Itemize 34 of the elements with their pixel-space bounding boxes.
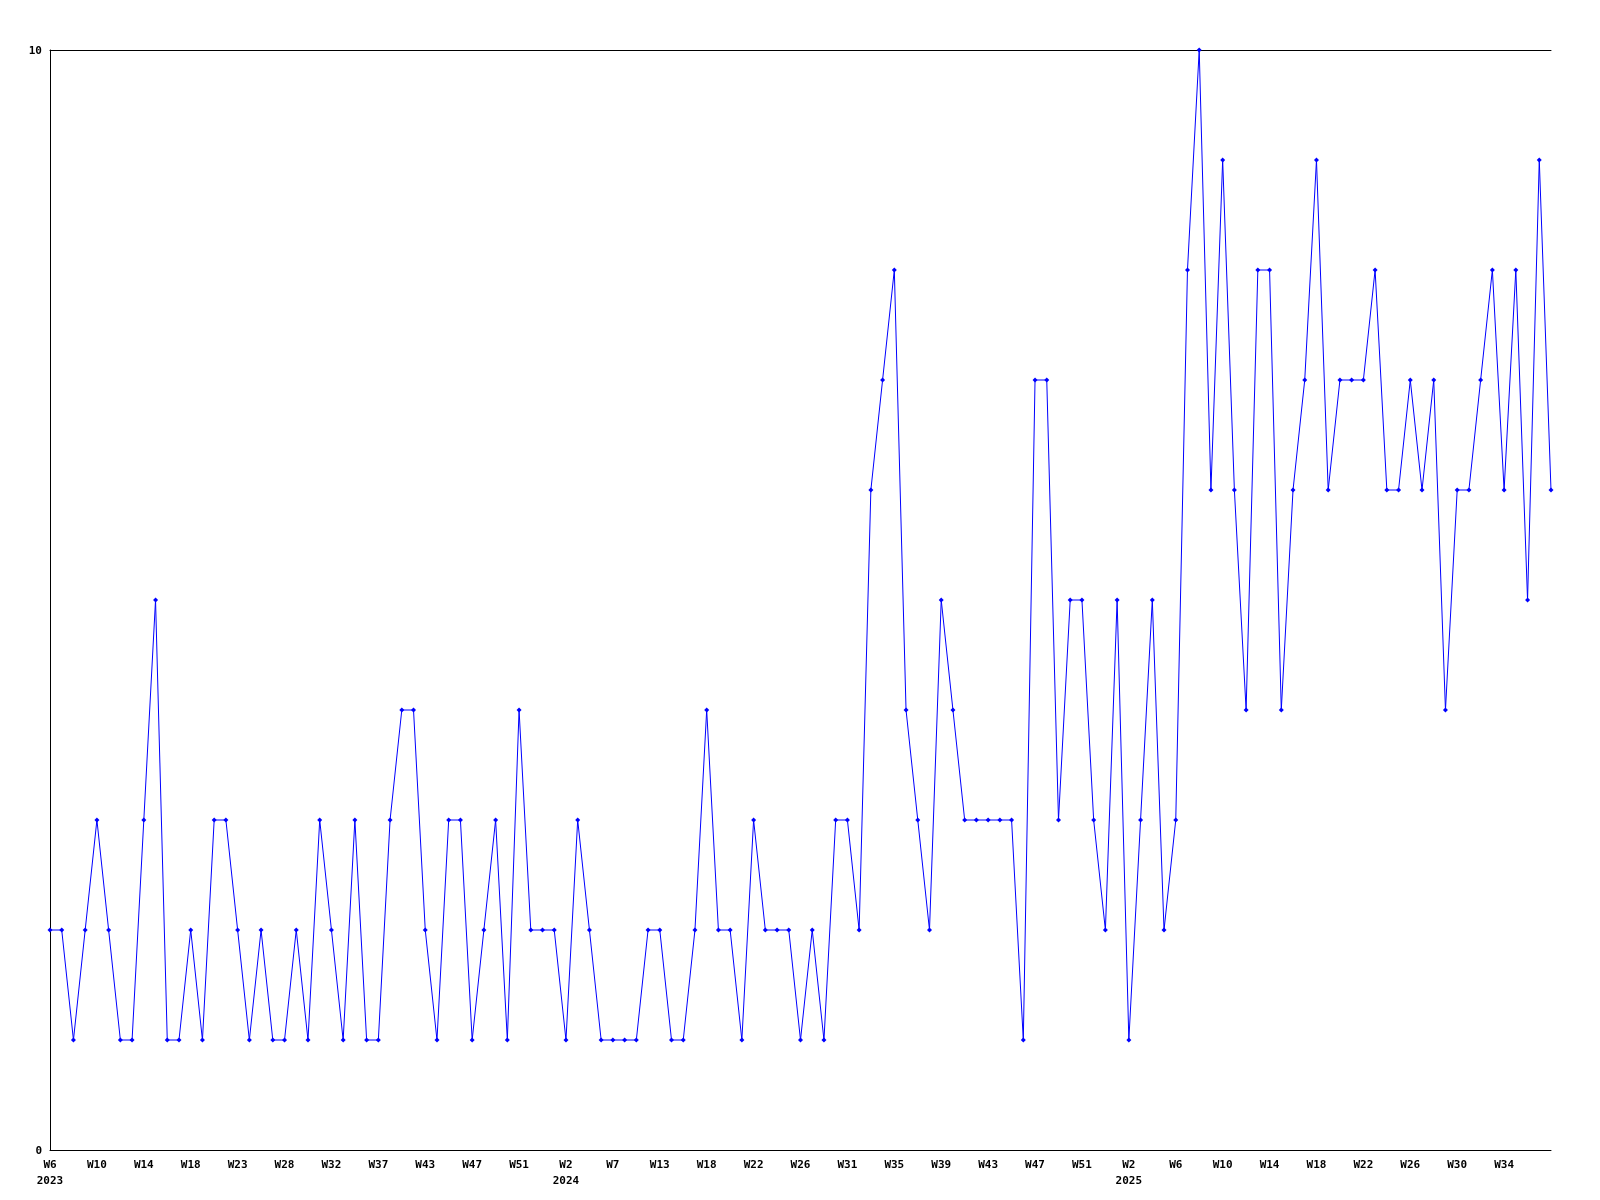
x-tick-label: W14: [1259, 1157, 1280, 1171]
x-tick-label: W28: [274, 1157, 295, 1171]
x-tick-label: W13: [649, 1157, 670, 1171]
x-tick-label: W22: [743, 1157, 764, 1171]
x-tick-label: W31: [837, 1157, 858, 1171]
x-tick-label: W43: [978, 1157, 999, 1171]
x-tick-label: W39: [931, 1157, 952, 1171]
x-tick-label: W2 2025: [1115, 1157, 1143, 1187]
x-tick-label: W35: [884, 1157, 905, 1171]
y-tick-label: 10: [28, 43, 42, 57]
x-tick-label: W22: [1353, 1157, 1374, 1171]
x-tick-label: W7: [606, 1157, 620, 1171]
x-tick-label: W2 2024: [552, 1157, 580, 1187]
x-tick-label: W26: [790, 1157, 811, 1171]
y-tick-label: 0: [35, 1143, 42, 1157]
x-tick-label: W6 2023: [36, 1157, 64, 1187]
x-tick-label: W18: [1306, 1157, 1327, 1171]
x-tick-label: W32: [321, 1157, 342, 1171]
x-tick-label: W14: [133, 1157, 155, 1171]
x-tick-label: W47: [1025, 1157, 1045, 1171]
x-tick-label: W18: [180, 1157, 201, 1171]
x-tick-label: W51: [509, 1157, 530, 1171]
x-tick-label: W51: [1072, 1157, 1093, 1171]
x-tick-label: W26: [1400, 1157, 1421, 1171]
x-tick-label: W47: [462, 1157, 483, 1171]
x-tick-label: W10: [86, 1157, 107, 1171]
x-tick-label: W37: [368, 1157, 389, 1171]
x-tick-label: W23: [227, 1157, 248, 1171]
x-tick-label: W6: [1169, 1157, 1183, 1171]
x-tick-label: W34: [1494, 1157, 1515, 1171]
x-tick-label: W30: [1447, 1157, 1468, 1171]
x-tick-label: W10: [1212, 1157, 1233, 1171]
x-tick-label: W18: [696, 1157, 717, 1171]
x-tick-label: W43: [415, 1157, 436, 1171]
